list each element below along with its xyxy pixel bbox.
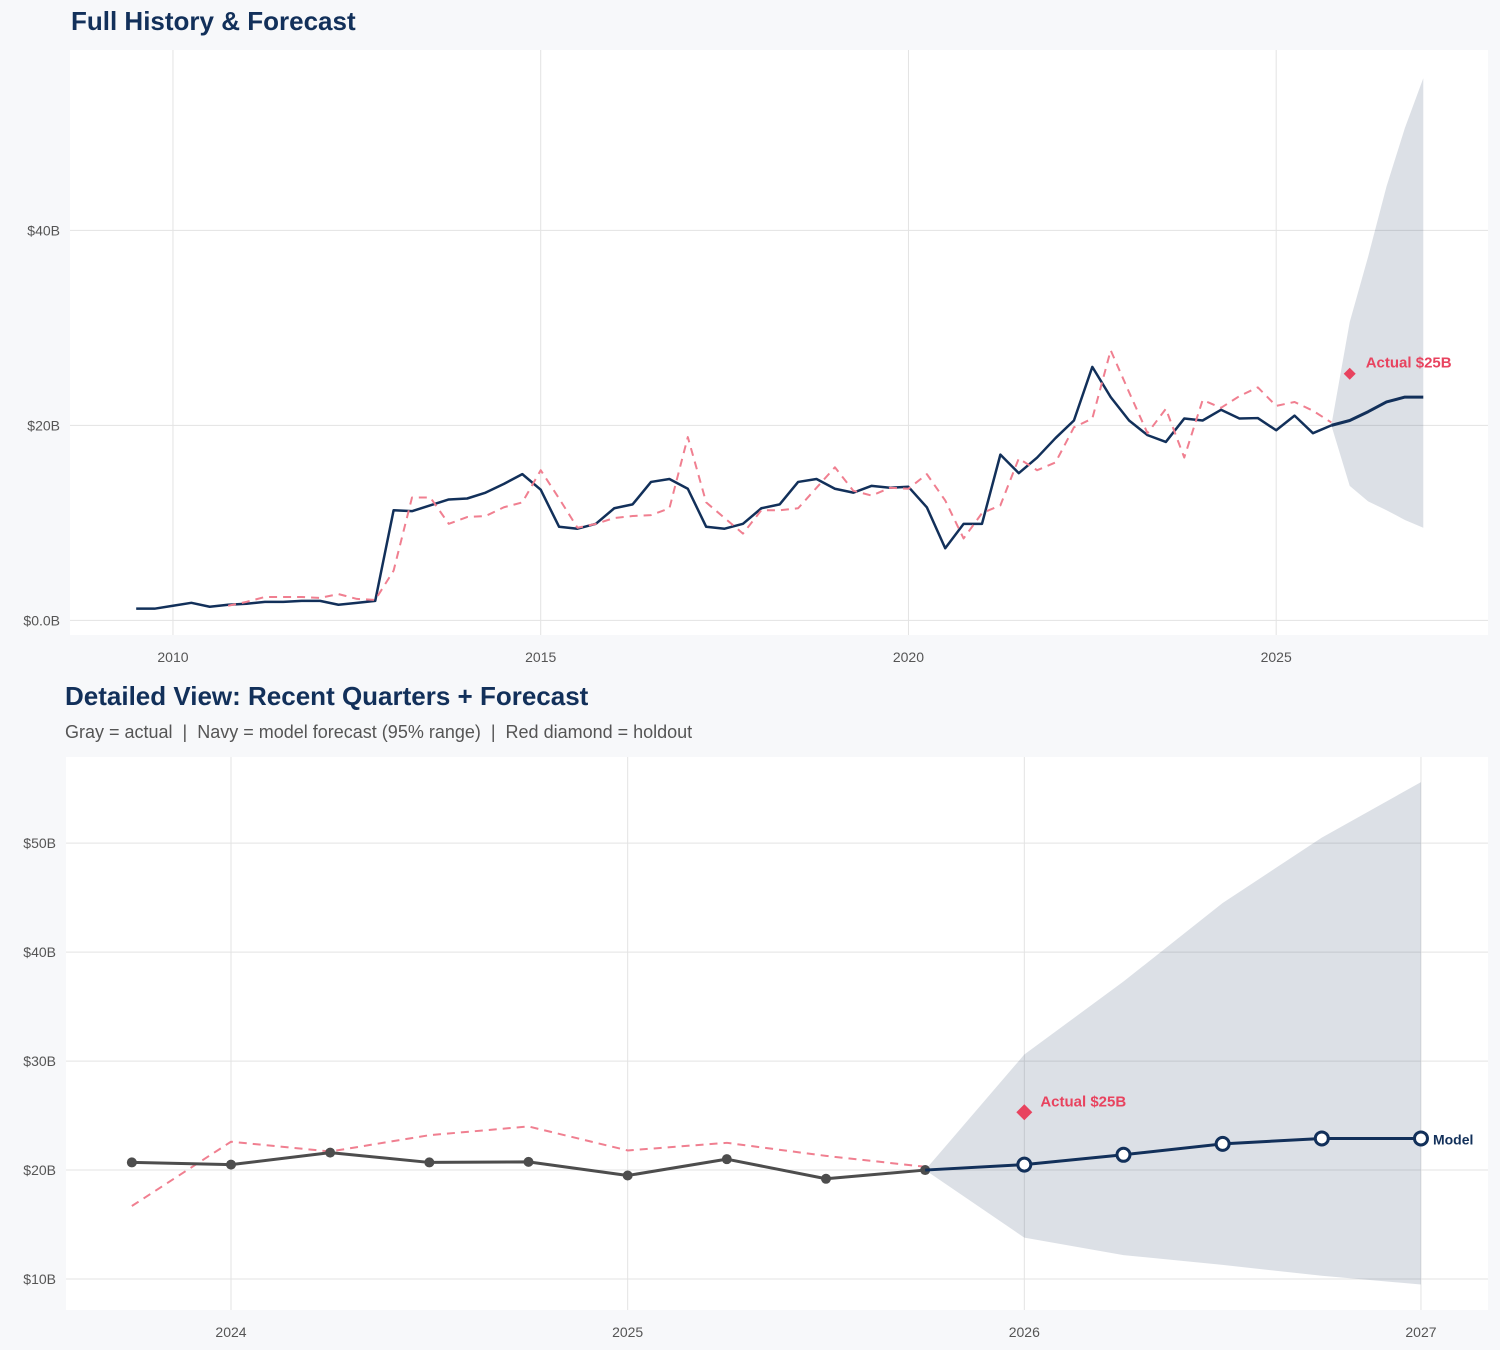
actual-point <box>424 1157 435 1168</box>
x-tick-label: 2020 <box>893 649 924 665</box>
y-tick-label: $20B <box>27 417 60 433</box>
actual-point <box>126 1157 137 1168</box>
actual-point <box>325 1147 336 1158</box>
y-tick-label: $20B <box>23 1162 56 1178</box>
bottom-chart-title: Detailed View: Recent Quarters + Forecas… <box>65 681 589 711</box>
bottom-chart-subtitle: Gray = actual | Navy = model forecast (9… <box>65 722 693 742</box>
forecast-line <box>925 1136 1421 1172</box>
plot-area <box>70 50 1488 635</box>
model-end-label: Model <box>1433 1131 1473 1147</box>
holdout-label: Actual $25B <box>1366 355 1452 372</box>
model-fit-line <box>131 1125 926 1207</box>
forecast-point <box>1115 1146 1132 1163</box>
plot-area <box>66 757 1488 1310</box>
actual-line <box>136 365 1332 610</box>
forecast-95-band <box>1331 78 1424 528</box>
y-tick-label: $40B <box>23 944 56 960</box>
forecast-point <box>1412 1130 1429 1147</box>
y-tick-label: $50B <box>23 835 56 851</box>
x-tick-label: 2027 <box>1405 1324 1436 1340</box>
actual-point <box>523 1156 534 1167</box>
forecast-point <box>1016 1156 1033 1173</box>
actual-point <box>622 1170 633 1181</box>
x-tick-label: 2026 <box>1009 1324 1040 1340</box>
x-tick-label: 2010 <box>157 649 188 665</box>
holdout-diamond <box>1343 367 1356 380</box>
top-chart-title: Full History & Forecast <box>71 6 356 36</box>
y-tick-label: $30B <box>23 1053 56 1069</box>
full-history-chart: 2010 2015 2020 2025 $0.0B $20B $40B Actual $25B <box>23 50 1488 665</box>
y-tick-label: $10B <box>23 1271 56 1287</box>
x-tick-label: 2015 <box>525 649 556 665</box>
forecast-point <box>1214 1135 1231 1152</box>
forecast-95-band <box>925 782 1421 1285</box>
actual-point <box>721 1154 732 1165</box>
x-tick-label: 2024 <box>215 1324 246 1340</box>
actual-point <box>226 1159 237 1170</box>
holdout-label: Actual $25B <box>1040 1093 1126 1110</box>
forecast-line <box>1330 395 1424 427</box>
y-tick-label: $40B <box>27 222 60 238</box>
actual-point <box>820 1173 831 1184</box>
forecast-point <box>1313 1130 1330 1147</box>
x-tick-label: 2025 <box>1261 649 1292 665</box>
y-tick-label: $0.0B <box>23 612 60 628</box>
model-fit-line <box>227 349 1332 607</box>
x-tick-label: 2025 <box>612 1324 643 1340</box>
holdout-diamond <box>1016 1104 1033 1121</box>
